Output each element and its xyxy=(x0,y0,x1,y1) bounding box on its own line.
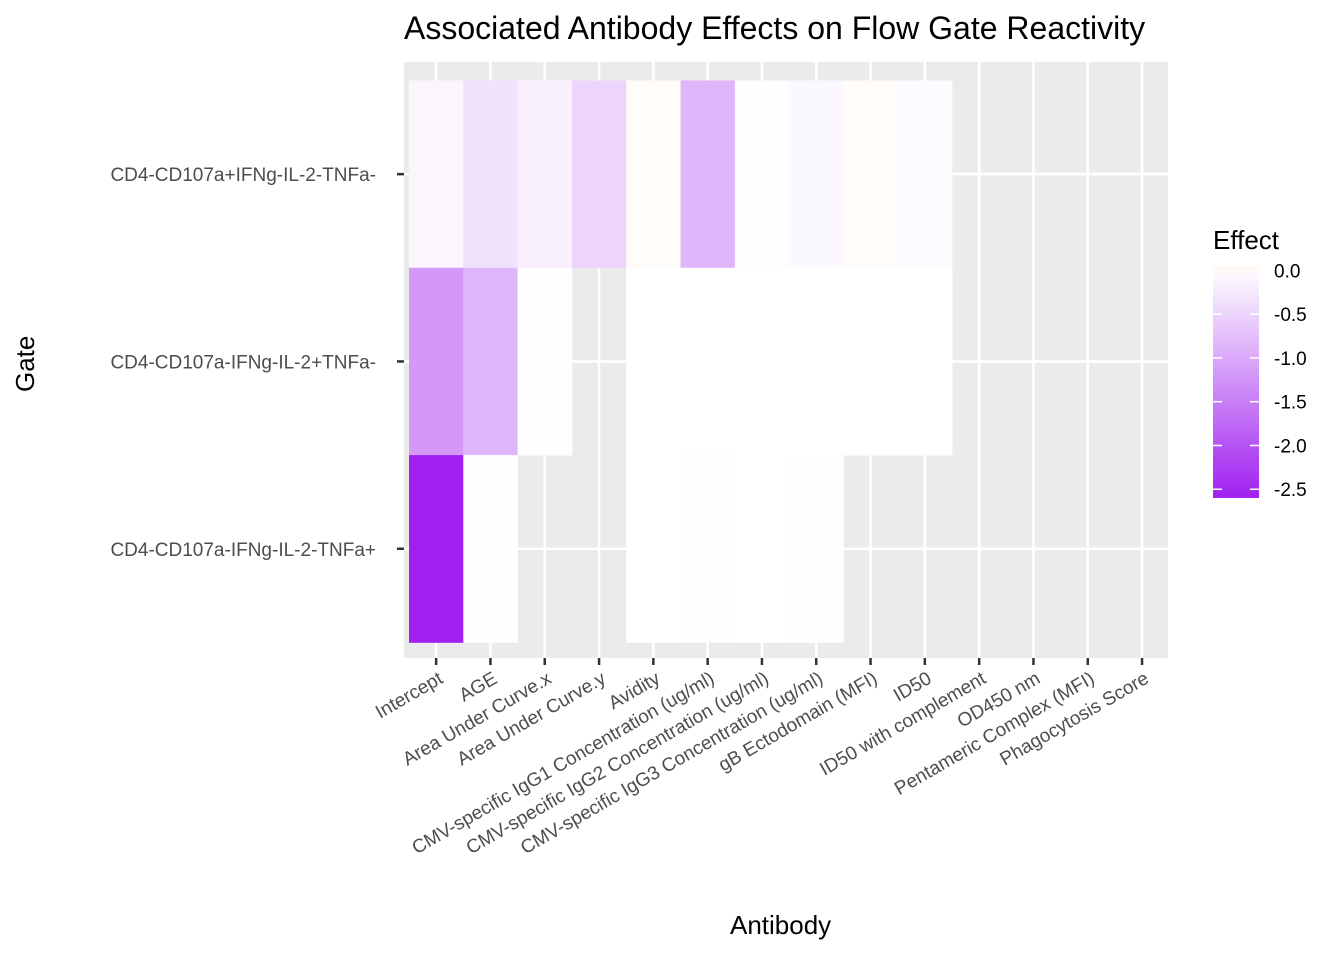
heatmap-cell xyxy=(409,455,464,643)
heatmap-cell xyxy=(897,267,953,456)
legend-tick-label: -0.5 xyxy=(1274,305,1307,326)
heatmap-cell xyxy=(463,267,518,456)
heatmap-cell xyxy=(789,455,844,643)
heatmap-cell xyxy=(409,267,464,456)
legend-title: Effect xyxy=(1213,225,1280,255)
heatmap-cell xyxy=(626,267,681,456)
heatmap-cell xyxy=(789,267,844,456)
x-tick-label: Intercept xyxy=(372,668,447,724)
legend-colorbar xyxy=(1213,266,1259,498)
heatmap-cell xyxy=(789,80,844,269)
y-tick-label: CD4-CD107a-IFNg-IL-2+TNFa- xyxy=(110,352,376,373)
heatmap-cell xyxy=(897,80,953,269)
heatmap-cell xyxy=(571,80,627,269)
heatmap-cell xyxy=(843,267,899,456)
heatmap-cell xyxy=(734,80,790,269)
y-tick-label: CD4-CD107a+IFNg-IL-2-TNFa- xyxy=(110,165,376,186)
legend-tick-label: -1.5 xyxy=(1274,393,1307,414)
heatmap-cell xyxy=(680,455,736,643)
heatmap-cell xyxy=(517,267,573,456)
heatmap-cell xyxy=(843,80,899,269)
y-tick-label: CD4-CD107a-IFNg-IL-2-TNFa+ xyxy=(110,540,376,561)
x-axis-label: Antibody xyxy=(730,910,832,940)
heatmap-cell xyxy=(409,80,464,269)
heatmap-cell xyxy=(680,267,736,456)
heatmap-cell xyxy=(517,80,573,269)
legend-tick-label: -1.0 xyxy=(1274,349,1307,370)
legend-tick-label: 0.0 xyxy=(1274,261,1300,282)
heatmap-cell xyxy=(680,80,736,269)
heatmap-cell xyxy=(734,455,790,643)
heatmap-cell xyxy=(463,80,518,269)
heatmap-cell xyxy=(734,267,790,456)
legend-tick-label: -2.5 xyxy=(1274,480,1307,501)
heatmap-cell xyxy=(626,80,681,269)
heatmap-cell xyxy=(463,455,518,643)
chart-title: Associated Antibody Effects on Flow Gate… xyxy=(404,10,1146,46)
legend-tick-label: -2.0 xyxy=(1274,436,1307,457)
heatmap-cell xyxy=(626,455,681,643)
